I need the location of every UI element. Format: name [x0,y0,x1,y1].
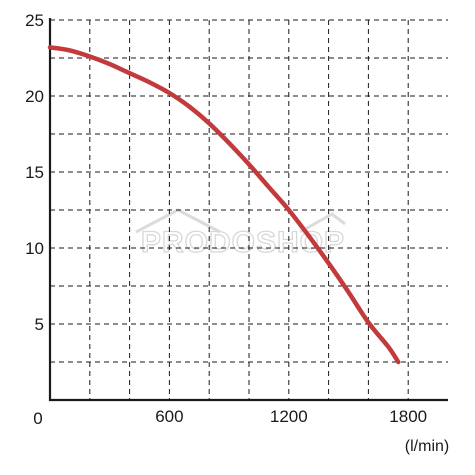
series-line [47,45,401,365]
grid-lines [50,19,448,400]
y-tick-label: 20 [25,87,44,106]
tick-labels: 5 10 15 20 25 0 600 1200 1800 (l/min) [25,11,449,455]
x-tick-label: 600 [155,407,183,426]
origin-tick-label: 0 [33,409,42,428]
y-tick-label: 15 [25,163,44,182]
watermark-logo: PRODOSHOP [135,208,346,260]
watermark-house-icon-right [299,212,346,234]
axes [48,18,448,402]
y-tick-label: 5 [35,315,44,334]
y-tick-label: 10 [25,239,44,258]
x-axis-unit-label: (l/min) [405,438,449,455]
y-tick-label: 25 [25,11,44,30]
x-tick-label: 1800 [389,407,427,426]
x-tick-label: 1200 [270,407,308,426]
watermark-text: PRODOSHOP [141,226,345,259]
series-group [47,45,401,365]
